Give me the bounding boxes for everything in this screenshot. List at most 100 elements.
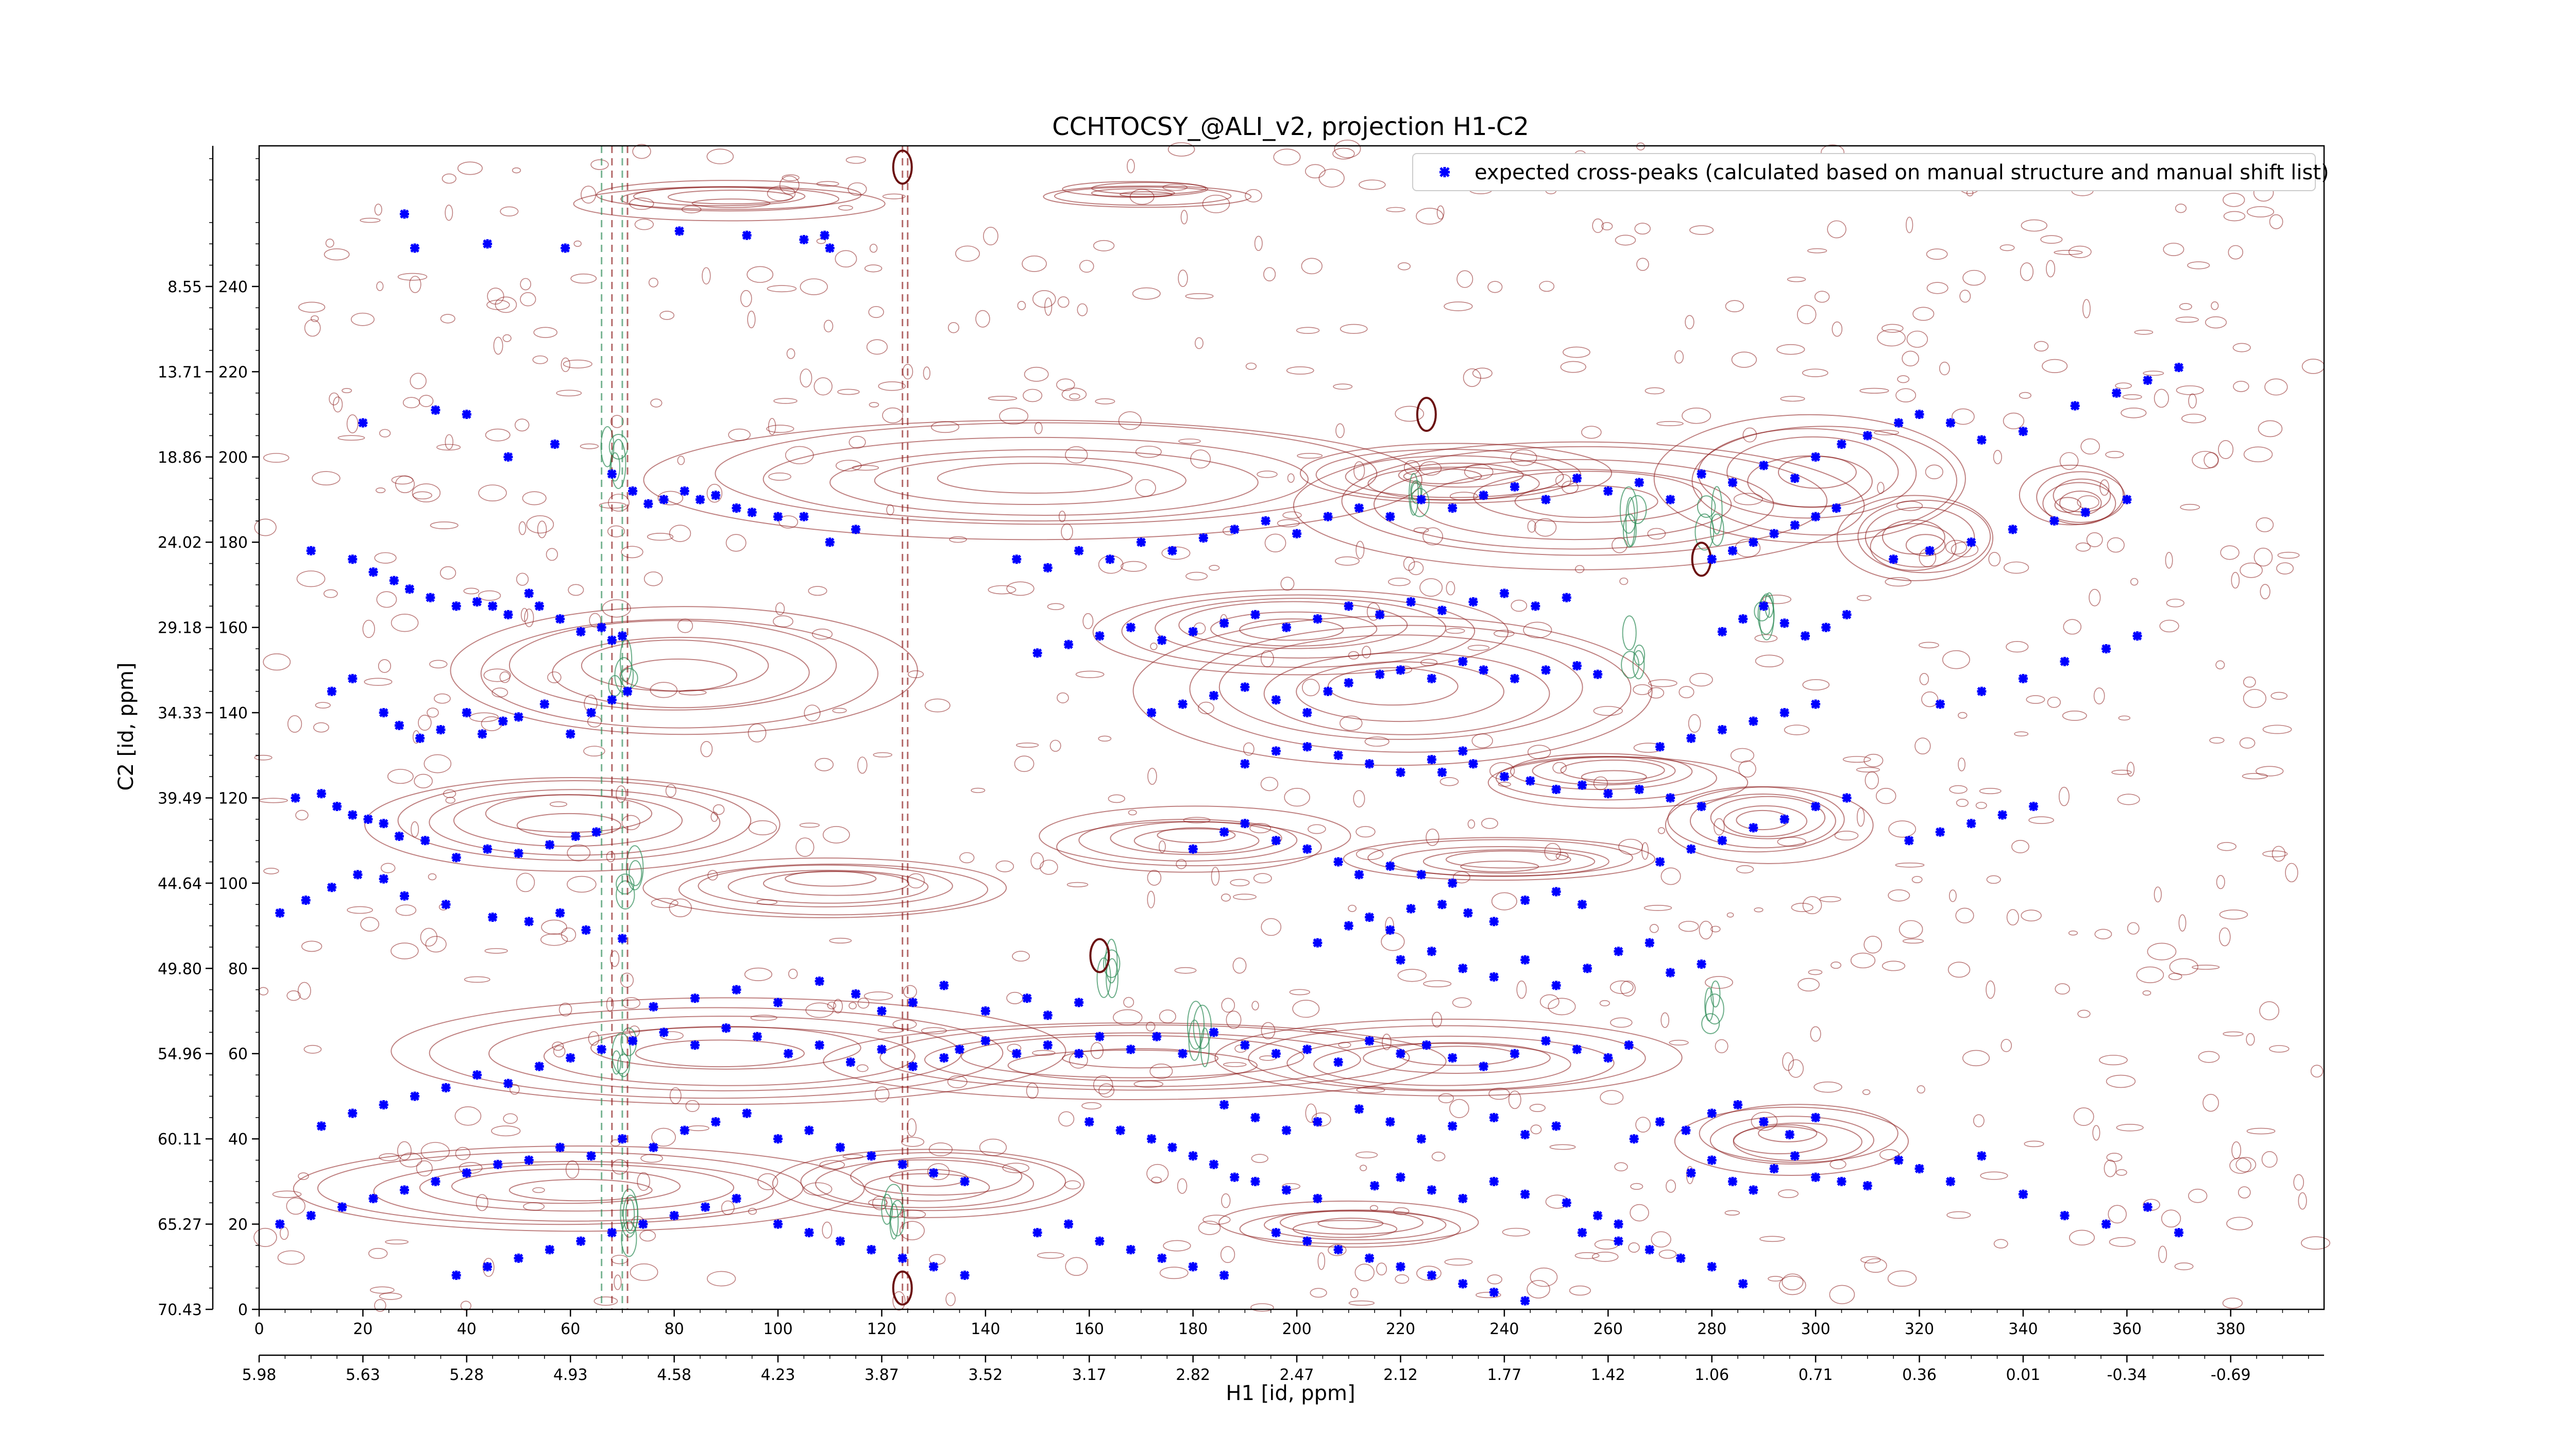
- noise-contour: [2220, 545, 2240, 560]
- cross-peak-marker: [576, 1236, 586, 1246]
- cross-peak-marker: [1894, 1155, 1904, 1165]
- contour-layer: [253, 140, 2331, 1312]
- noise-contour: [2111, 769, 2132, 775]
- cross-peak-marker: [617, 934, 627, 943]
- noise-contour: [2262, 850, 2288, 857]
- cross-peak-marker: [1396, 1172, 1405, 1182]
- cross-peak-marker: [2122, 495, 2132, 504]
- cross-peak-marker: [301, 895, 311, 905]
- noise-contour: [1090, 1042, 1104, 1059]
- noise-contour: [983, 227, 998, 246]
- noise-contour: [679, 689, 707, 696]
- noise-contour: [1422, 527, 1443, 546]
- noise-contour: [2209, 737, 2225, 744]
- cross-peak-marker: [1707, 1155, 1717, 1165]
- cross-peak-marker: [939, 1053, 949, 1063]
- cross-peak-marker: [1655, 1117, 1665, 1127]
- cross-peak-marker: [1365, 1036, 1375, 1046]
- noise-contour: [748, 820, 777, 835]
- y-tick-label: 220: [218, 363, 248, 381]
- cross-peak-marker: [1914, 410, 1924, 419]
- cross-peak-marker: [1230, 1172, 1240, 1182]
- noise-contour: [1620, 980, 1636, 997]
- noise-contour: [1648, 687, 1665, 699]
- noise-contour: [329, 392, 340, 406]
- cross-peak-marker: [1759, 1117, 1769, 1127]
- noise-contour: [1221, 894, 1231, 902]
- noise-contour: [785, 446, 814, 464]
- noise-contour: [1416, 1266, 1442, 1281]
- noise-contour: [1183, 817, 1211, 823]
- noise-contour: [856, 1064, 869, 1072]
- cross-peak-marker: [1095, 1236, 1105, 1246]
- noise-contour: [1856, 807, 1865, 827]
- noise-contour: [869, 244, 878, 253]
- noise-contour: [1563, 346, 1590, 358]
- noise-contour: [1167, 142, 1195, 157]
- cross-peak-marker: [1448, 1121, 1458, 1131]
- cross-peak-marker: [649, 1142, 658, 1152]
- cross-peak-marker: [1645, 938, 1654, 948]
- contour-ring: [1674, 1106, 1909, 1176]
- contour-ring: [678, 863, 989, 916]
- noise-contour: [800, 368, 812, 387]
- noise-contour: [1355, 541, 1365, 559]
- contour-ring: [1292, 1220, 1398, 1238]
- noise-contour: [869, 402, 879, 408]
- noise-contour: [549, 801, 568, 807]
- negative-contour: [1200, 1027, 1210, 1068]
- cross-peak-marker: [877, 1006, 887, 1016]
- noise-contour: [2105, 451, 2124, 459]
- noise-contour: [563, 359, 592, 368]
- cross-peak-marker: [1551, 981, 1561, 990]
- negative-contour: [622, 1194, 639, 1234]
- cross-peak-marker: [514, 1253, 523, 1263]
- contour-ring: [552, 636, 810, 709]
- cross-peak-marker: [732, 985, 741, 995]
- cross-peak-marker: [410, 1091, 420, 1101]
- noise-contour: [1599, 1000, 1610, 1006]
- cross-peak-marker: [483, 844, 493, 854]
- noise-contour: [927, 1163, 950, 1181]
- noise-contour: [955, 245, 980, 262]
- noise-contour: [1403, 557, 1415, 571]
- noise-contour: [1476, 1292, 1501, 1299]
- noise-contour: [842, 1154, 863, 1159]
- cross-peak-marker: [1074, 998, 1084, 1007]
- noise-contour: [1926, 282, 1948, 294]
- noise-contour: [1034, 422, 1043, 434]
- noise-contour: [930, 421, 960, 433]
- noise-contour: [852, 465, 879, 471]
- negative-contour: [609, 452, 621, 482]
- noise-contour: [892, 1019, 917, 1030]
- cross-peak-marker: [581, 925, 591, 935]
- cross-peak-marker: [327, 686, 336, 696]
- noise-contour: [512, 167, 521, 174]
- cross-peak-marker: [1468, 597, 1478, 607]
- cross-peak-marker: [399, 891, 409, 901]
- noise-contour: [2047, 697, 2061, 708]
- legend[interactable]: expected cross-peaks (calculated based o…: [1412, 153, 2329, 191]
- noise-contour: [1359, 179, 1386, 190]
- contour-ring: [1119, 191, 1173, 198]
- contour-ring: [1286, 1035, 1615, 1091]
- cross-peak-marker: [1448, 503, 1458, 513]
- noise-contour: [1780, 396, 1805, 402]
- contour-ring: [762, 436, 1309, 521]
- noise-contour: [744, 967, 773, 981]
- cross-peak-marker: [1727, 478, 1737, 487]
- noise-contour: [1304, 164, 1326, 179]
- noise-contour: [296, 570, 326, 587]
- contour-ring: [879, 1024, 1410, 1091]
- negative-contour: [625, 1198, 635, 1231]
- noise-contour: [2298, 1192, 2307, 1210]
- x-tick-label: 340: [2008, 1320, 2038, 1338]
- noise-contour: [1952, 408, 1975, 425]
- noise-contour: [2026, 695, 2045, 704]
- noise-contour: [878, 381, 906, 391]
- noise-contour: [665, 784, 676, 798]
- cross-peak-marker: [561, 243, 570, 253]
- noise-contour: [2256, 766, 2284, 777]
- noise-contour: [1147, 890, 1155, 908]
- contour-ring: [1733, 1126, 1827, 1155]
